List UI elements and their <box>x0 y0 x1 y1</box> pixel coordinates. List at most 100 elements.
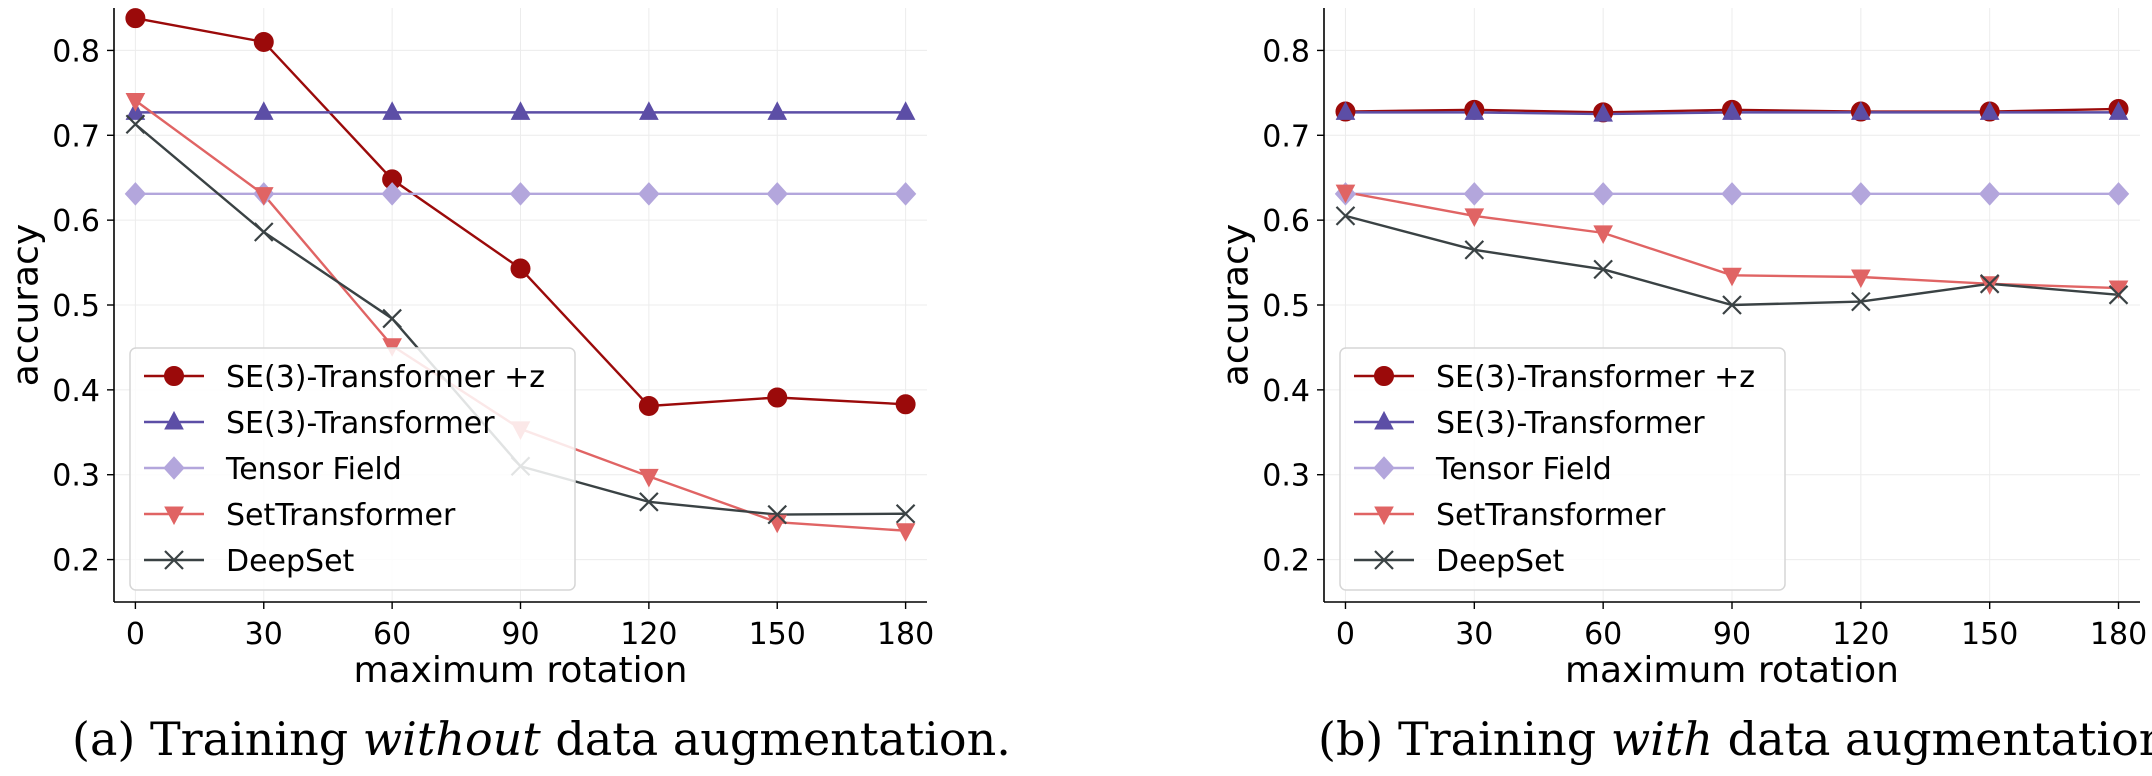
data-point <box>895 394 916 415</box>
data-point <box>1979 182 2001 206</box>
data-point <box>253 222 274 242</box>
data-point <box>638 182 660 206</box>
y-tick-label: 0.4 <box>1262 374 1310 409</box>
chart-panel-a: 0 30 60 90 120 150 180 0.2 0.3 0.4 0.5 0.6 0.7 0.8 max… <box>6 8 934 691</box>
data-point <box>509 182 532 206</box>
legend-label: SE(3)-Transformer +z <box>1436 360 1755 395</box>
y-tick-label: 0.2 <box>52 544 100 579</box>
data-point <box>895 101 916 120</box>
data-point <box>1463 182 1485 206</box>
x-tick-label: 30 <box>245 617 283 652</box>
caption-a: (a) Training without data augmentation. <box>72 712 1011 766</box>
data-point <box>1979 274 2000 294</box>
data-point <box>510 101 531 120</box>
data-point <box>638 395 659 416</box>
series-settransformer <box>1335 184 2129 300</box>
x-tick-label: 150 <box>1961 617 2018 652</box>
data-point <box>1979 101 2000 120</box>
x-tick-label: 30 <box>1455 617 1493 652</box>
x-tick-label: 120 <box>620 617 677 652</box>
data-point <box>1464 101 1485 120</box>
data-point <box>1851 269 1871 289</box>
data-point <box>639 492 659 512</box>
data-point <box>1335 101 1356 120</box>
caption-a-suffix: data augmentation. <box>540 712 1011 766</box>
y-tick-label: 0.5 <box>1262 289 1310 324</box>
data-point <box>125 114 146 135</box>
data-point <box>253 187 274 206</box>
caption-b-emphasis: with <box>1610 712 1714 766</box>
legend-marker <box>1373 456 1395 480</box>
legend-marker <box>1374 550 1394 570</box>
data-point <box>382 101 402 120</box>
y-tick-label: 0.3 <box>1262 459 1310 494</box>
data-point <box>382 308 402 329</box>
data-point <box>895 523 916 542</box>
x-tick-label: 90 <box>1713 617 1751 652</box>
legend-label: Tensor Field <box>225 452 402 487</box>
data-point <box>1850 182 1872 206</box>
x-tick-label: 0 <box>126 617 145 652</box>
legend: SE(3)-Transformer +z SE(3)-Transformer Ten… <box>129 347 576 591</box>
data-point <box>639 101 659 120</box>
x-axis-title: maximum rotation <box>353 650 687 691</box>
legend-frame <box>1339 347 1786 591</box>
data-point <box>125 8 146 29</box>
y-tick-label: 0.7 <box>1262 119 1310 154</box>
data-point <box>2108 101 2129 120</box>
data-point <box>1592 182 1614 206</box>
y-tick-label: 0.3 <box>52 459 100 494</box>
data-point <box>767 101 788 120</box>
data-point <box>124 182 147 206</box>
data-point <box>2108 285 2129 305</box>
y-tick-label: 0.2 <box>1262 544 1310 579</box>
data-point <box>1335 184 1356 204</box>
data-point <box>381 182 403 206</box>
data-point <box>382 338 402 357</box>
legend-marker <box>164 550 184 570</box>
legend-label: SE(3)-Transformer <box>1436 406 1705 441</box>
x-tick-label: 60 <box>1584 617 1622 652</box>
data-point <box>253 101 274 120</box>
data-point <box>1851 101 1871 120</box>
x-tick-label: 180 <box>877 617 934 652</box>
data-point <box>1721 182 1743 206</box>
data-point <box>1593 225 1613 244</box>
y-axis-title: accuracy <box>6 224 47 386</box>
data-point <box>895 503 916 524</box>
data-point <box>1722 101 1742 120</box>
legend-marker <box>163 456 185 480</box>
data-point <box>767 387 788 408</box>
series-se-3-transformer-z <box>125 8 916 416</box>
legend-label: Tensor Field <box>1435 452 1612 487</box>
legend-label: SE(3)-Transformer <box>226 406 495 441</box>
data-point <box>767 504 788 525</box>
data-point <box>639 468 659 488</box>
x-tick-label: 120 <box>1832 617 1889 652</box>
legend-label: SetTransformer <box>226 498 456 533</box>
data-point <box>1722 267 1742 287</box>
data-point <box>894 182 917 206</box>
legend-marker <box>1374 506 1394 526</box>
legend-marker <box>164 366 184 386</box>
x-tick-label: 90 <box>501 617 539 652</box>
y-tick-label: 0.8 <box>52 34 100 69</box>
caption-b-suffix: data augmentation. <box>1713 712 2152 766</box>
chart-panel-b: 0 30 60 90 120 150 180 0.2 0.3 0.4 0.5 0.6 0.7 0.8 max… <box>1216 8 2147 691</box>
data-point <box>253 31 274 52</box>
data-point <box>1722 295 1742 315</box>
caption-b: (b) Training with data augmentation. <box>1318 712 2152 766</box>
data-point <box>1851 291 1871 312</box>
data-point <box>1464 208 1485 227</box>
legend-label: DeepSet <box>226 544 355 579</box>
y-tick-label: 0.7 <box>52 119 100 154</box>
legend-label: SetTransformer <box>1436 498 1666 533</box>
y-tick-label: 0.6 <box>1262 204 1310 239</box>
y-tick-label: 0.4 <box>52 374 100 409</box>
legend-label: SE(3)-Transformer +z <box>226 360 545 395</box>
caption-b-prefix: (b) Training <box>1318 712 1611 766</box>
y-axis-title: accuracy <box>1216 224 1257 386</box>
x-tick-label: 60 <box>373 617 411 652</box>
x-axis-title: maximum rotation <box>1565 650 1899 691</box>
